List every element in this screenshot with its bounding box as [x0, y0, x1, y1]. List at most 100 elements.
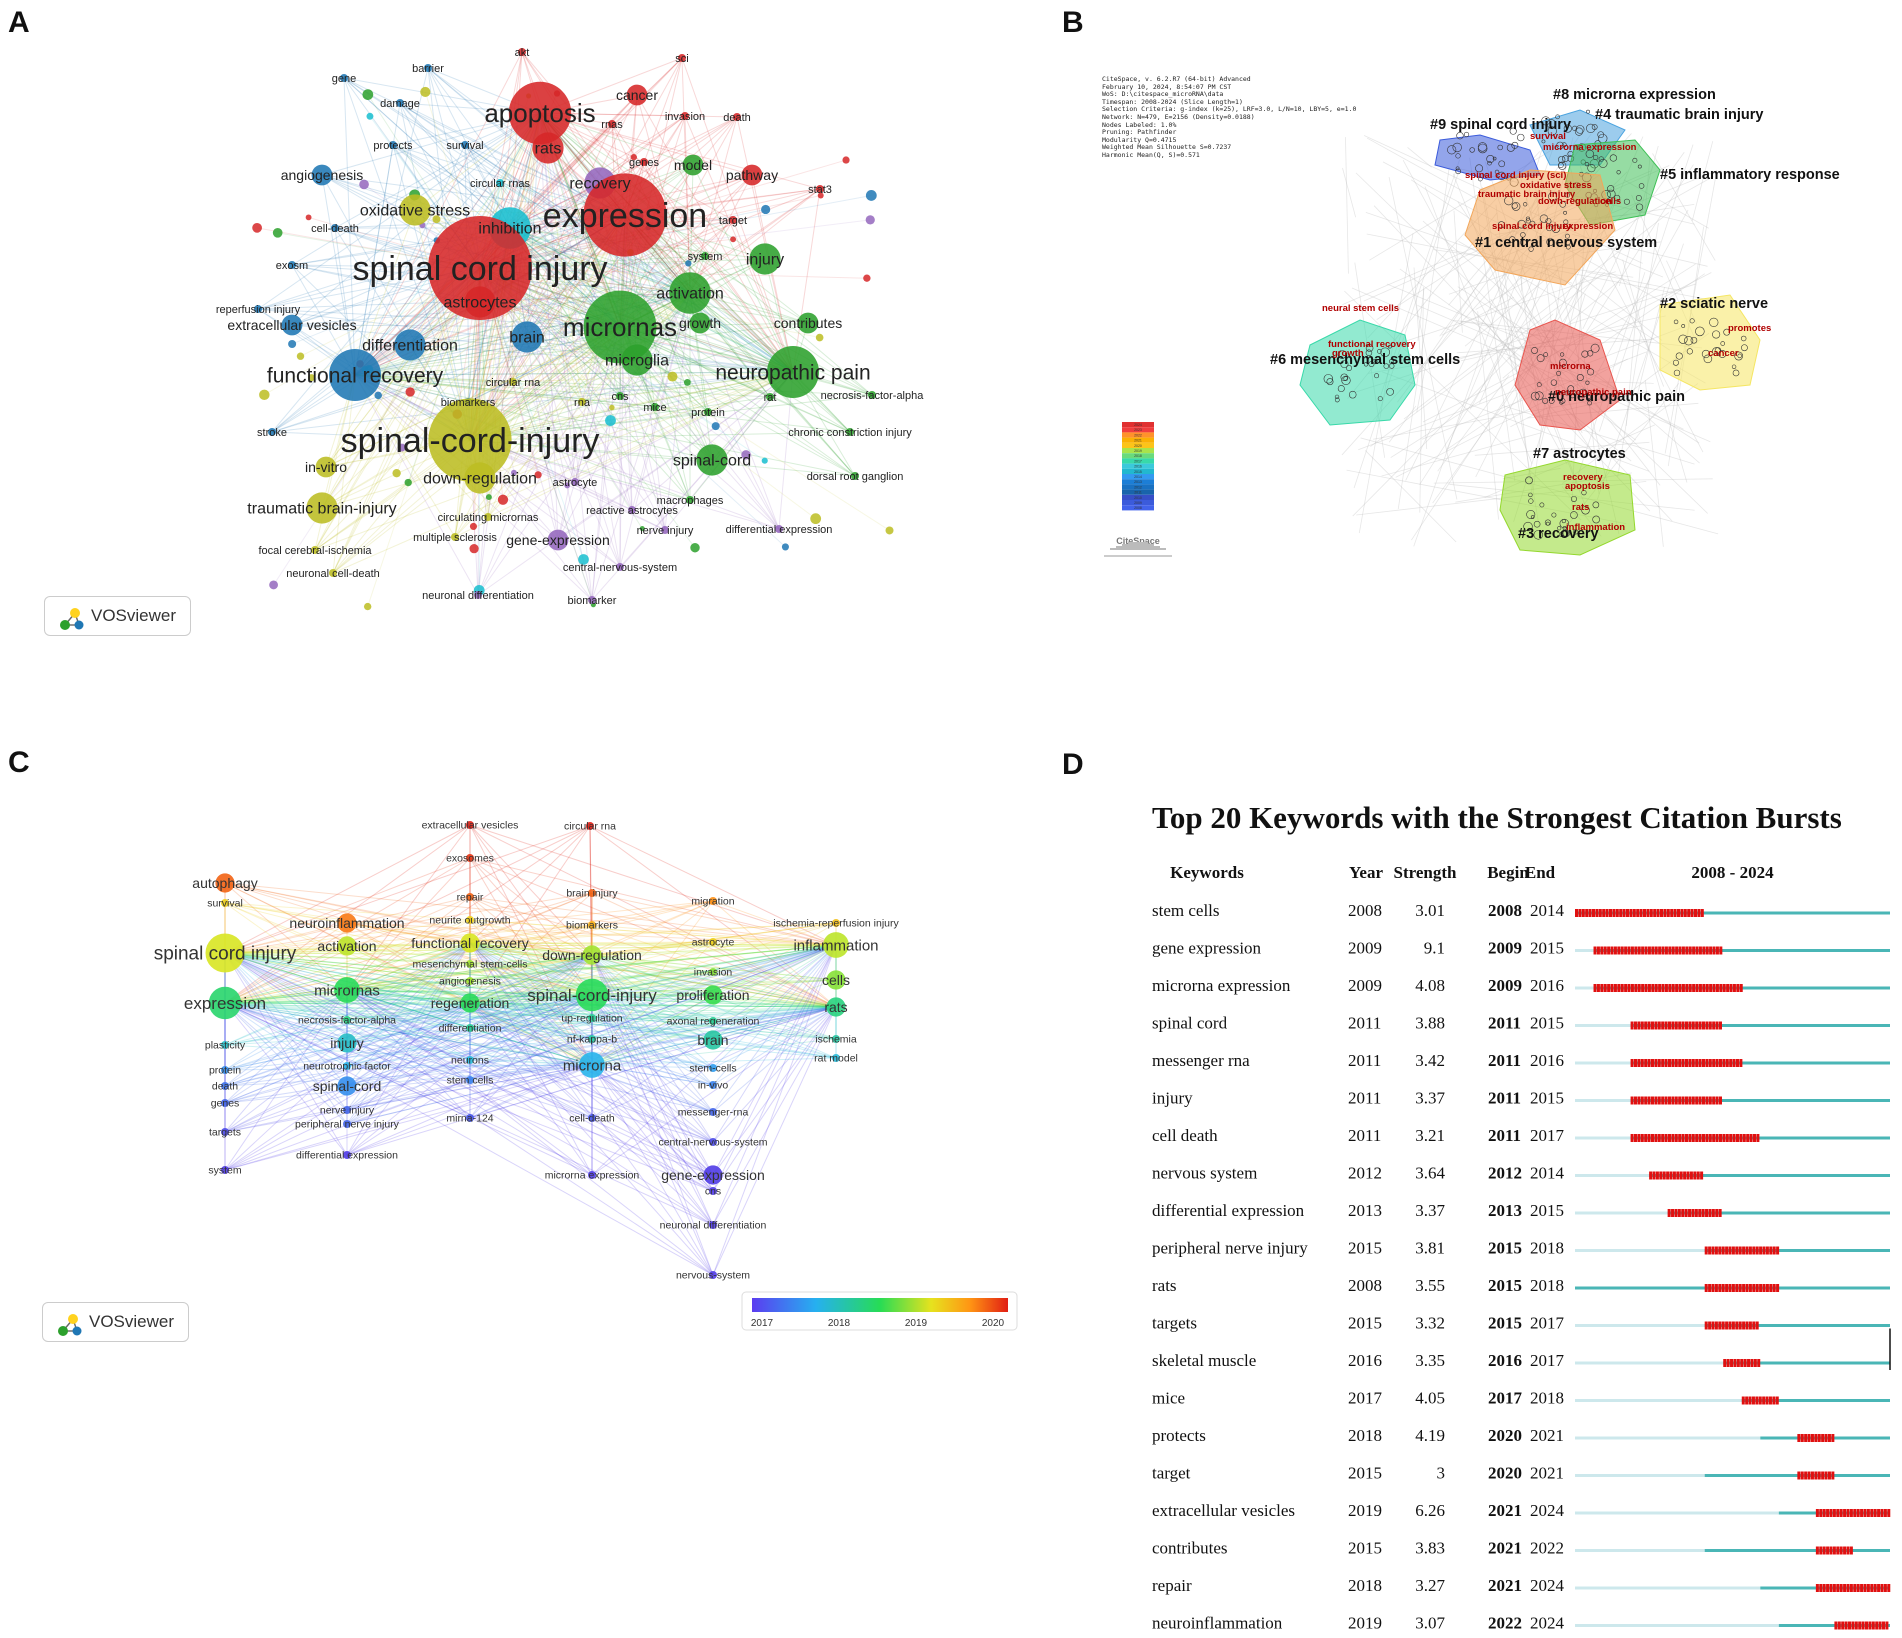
label-differentiation: differentiation	[439, 1023, 502, 1035]
overlay-edge	[224, 994, 593, 1071]
overlay-edge	[224, 952, 593, 1119]
overlay-edge	[346, 922, 593, 996]
network-edge	[332, 374, 356, 574]
label-rats: rats	[535, 141, 562, 158]
burst-segment	[1671, 1059, 1675, 1067]
overlay-edge	[469, 942, 593, 1066]
minor-node	[432, 215, 441, 224]
label-regeneration: regeneration	[431, 995, 510, 1011]
minor-node	[578, 554, 589, 565]
network-edge	[291, 324, 794, 373]
background-edge	[1368, 325, 1641, 374]
burst-segment	[1735, 1321, 1739, 1330]
row-begin: 2009	[1488, 939, 1522, 958]
overlay-edge	[469, 942, 837, 981]
cluster-label-5-inflammatory-response: #5 inflammatory response	[1660, 167, 1840, 183]
cluster-node	[1452, 142, 1462, 153]
row-begin: 2017	[1488, 1389, 1523, 1408]
burst-segment	[1610, 946, 1614, 955]
burst-segment	[1705, 1059, 1709, 1067]
overlay-edge	[224, 1002, 837, 1040]
burst-segment	[1704, 1246, 1708, 1255]
overlay-edge	[224, 989, 348, 1004]
network-edge	[689, 164, 694, 294]
background-edge	[1342, 167, 1357, 218]
node-angiogenesis	[466, 977, 474, 985]
overlay-edge	[346, 980, 471, 991]
burst-segment	[1745, 1396, 1749, 1405]
burst-segment	[1769, 1284, 1773, 1292]
node-neuroinflammation	[337, 913, 357, 933]
cluster-node	[1632, 157, 1638, 163]
cluster-node	[1678, 334, 1688, 344]
burst-segment	[1715, 946, 1719, 955]
label-neurotrophic-factor: neurotrophic factor	[303, 1061, 391, 1073]
background-edge	[1474, 441, 1650, 456]
overlay-edge	[224, 994, 593, 1004]
overlay-edge	[469, 942, 593, 996]
overlay-edge	[224, 902, 837, 1008]
cluster-node	[1587, 368, 1595, 376]
burst-segment	[1671, 1134, 1675, 1142]
legend-tick: 2017	[1134, 459, 1142, 463]
row-begin: 2015	[1488, 1314, 1522, 1333]
network-edge	[557, 326, 621, 541]
burst-segment	[1675, 946, 1679, 955]
node-contributes	[797, 312, 819, 334]
burst-segment	[1674, 1209, 1678, 1217]
burst-segment	[1637, 946, 1641, 955]
burst-segment	[1726, 984, 1730, 992]
cluster-node	[1556, 370, 1562, 376]
overlay-edge	[224, 924, 593, 954]
network-edge	[467, 371, 794, 403]
burst-segment	[1695, 1096, 1699, 1105]
node-differentiation	[394, 329, 426, 361]
network-edge	[343, 77, 471, 441]
network-edge	[321, 174, 626, 216]
burst-segment	[1691, 1209, 1695, 1217]
burst-segment	[1728, 1321, 1732, 1330]
overlay-edge	[224, 971, 714, 1004]
burst-segment	[1593, 984, 1597, 992]
burst-segment	[1649, 1171, 1653, 1180]
burst-segment	[1602, 909, 1606, 917]
burst-segment	[1843, 1584, 1847, 1592]
overlay-edge	[224, 1002, 593, 1066]
overlay-edge	[346, 942, 471, 1021]
overlay-edge	[224, 954, 593, 1046]
label-reperfusion-injury: reperfusion injury	[216, 304, 301, 316]
label-stat3: stat3	[808, 184, 832, 196]
overlay-edge	[469, 1027, 593, 1066]
node-brain-injury	[588, 889, 596, 897]
burst-segment	[1630, 984, 1634, 992]
burst-segment	[1612, 909, 1616, 917]
burst-segment	[1686, 1171, 1690, 1180]
burst-segment	[1752, 1246, 1756, 1255]
cluster-node	[1377, 349, 1382, 354]
burst-segment	[1672, 1171, 1676, 1180]
overlay-edge	[224, 1002, 837, 1059]
cluster-node	[1568, 390, 1577, 399]
label-mice: mice	[643, 402, 666, 414]
cluster-node	[1340, 373, 1348, 381]
burst-segment	[1826, 1546, 1830, 1555]
overlay-edge	[469, 942, 593, 956]
label-inhibition: inhibition	[478, 221, 541, 238]
network-edge	[271, 214, 626, 433]
network-edge	[454, 326, 621, 538]
overlay-edge	[712, 1006, 837, 1143]
network-edge	[343, 77, 541, 114]
cluster-node	[1559, 400, 1564, 405]
burst-segment	[1871, 1621, 1875, 1630]
row-keyword: nervous system	[1152, 1164, 1257, 1183]
burst-segment	[1671, 1096, 1675, 1105]
background-edge	[1413, 267, 1428, 450]
label-protein: protein	[209, 1065, 241, 1077]
overlay-edge	[224, 1002, 348, 1156]
network-edge	[539, 112, 738, 118]
cluster-node	[1548, 398, 1555, 404]
row-begin: 2011	[1488, 1014, 1521, 1033]
burst-segment	[1678, 1021, 1682, 1030]
legend-tick: 2016	[1134, 465, 1142, 469]
